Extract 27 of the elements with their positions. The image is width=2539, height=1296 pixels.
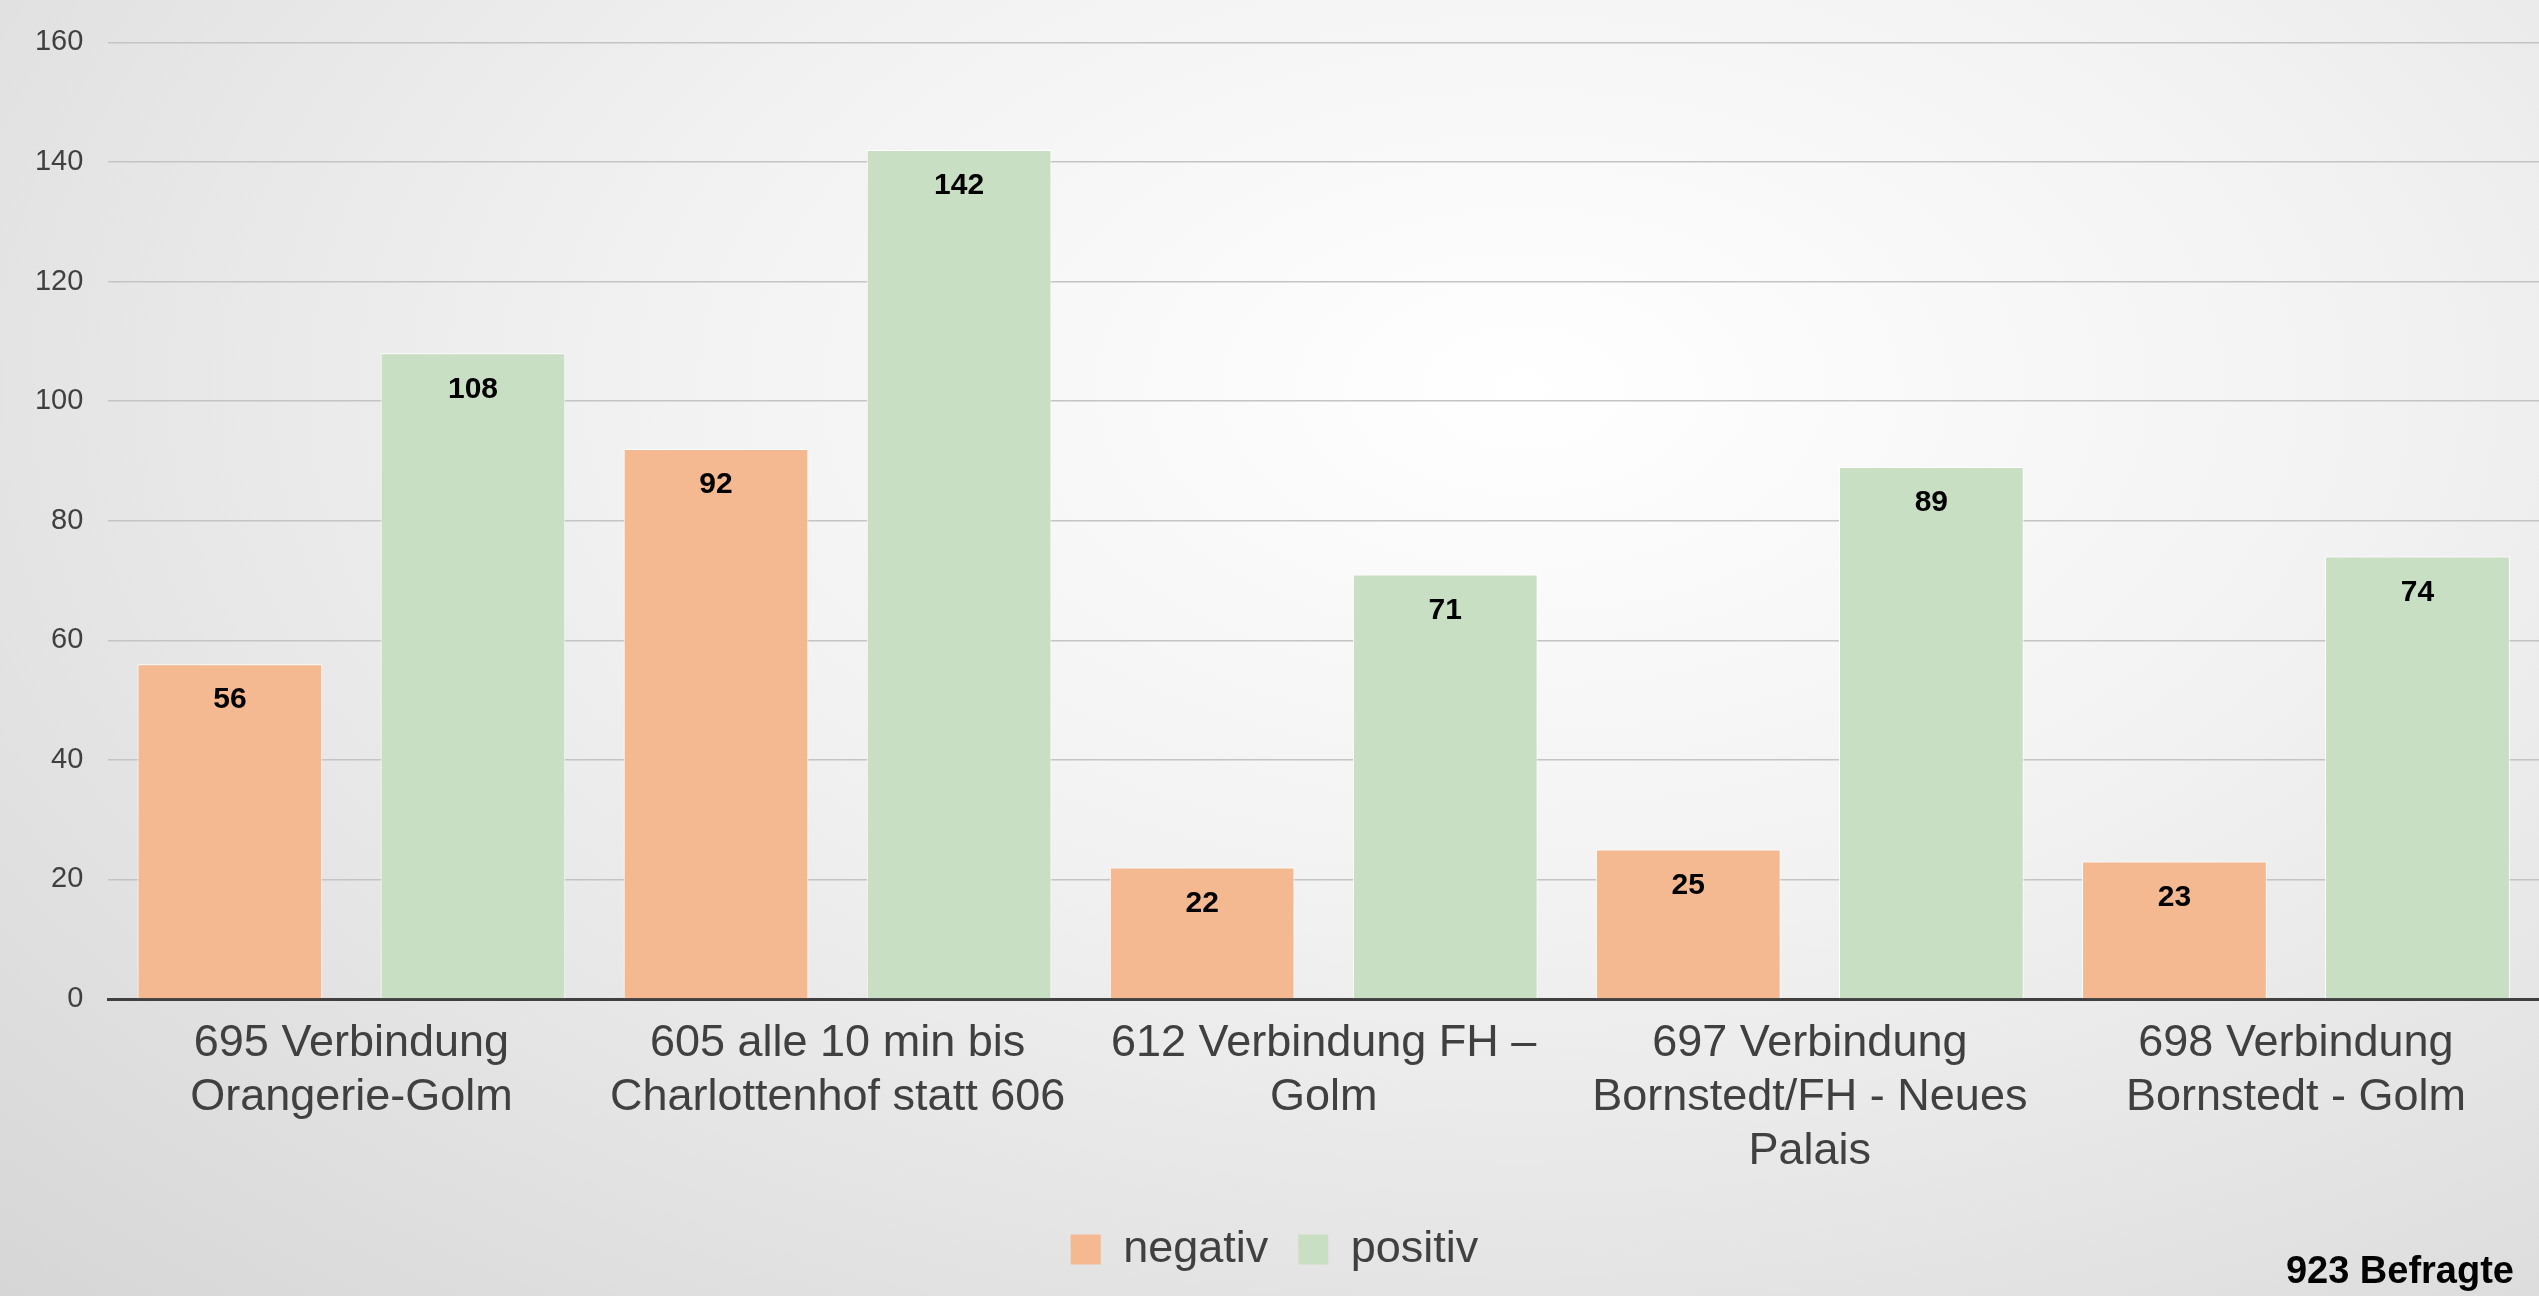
y-tick-label: 160 (34, 24, 84, 57)
y-tick-label: 140 (34, 143, 84, 176)
x-tick-label: 695 Verbindung Orangerie-Golm (190, 1015, 513, 1121)
text: 923 Befragte (2285, 1249, 2514, 1292)
y-tick-label: 20 (51, 861, 84, 894)
data-label: 25 (1671, 866, 1705, 900)
data-label: 71 (1428, 591, 1462, 625)
data-label: 92 (699, 466, 733, 500)
x-tick-label: 698 Verbindung Bornstedt - Golm (2125, 1015, 2466, 1121)
data-label: 108 (447, 370, 499, 404)
data-label: 22 (1185, 884, 1219, 918)
y-tick-label: 40 (51, 741, 84, 774)
legend-label: negativ (1123, 1220, 1269, 1272)
x-tick-label: 605 alle 10 min bis Charlottenhof statt 606 (609, 1015, 1066, 1121)
y-tick-label: 120 (34, 263, 84, 296)
y-tick-label: 0 (67, 981, 84, 1013)
data-label: 74 (2400, 573, 2435, 607)
legend-label: positiv (1350, 1220, 1479, 1272)
data-label: 56 (213, 681, 247, 715)
x-tick-label: 612 Verbindung FH – Golm (1111, 1015, 1537, 1121)
data-label: 142 (934, 167, 985, 201)
data-label: 23 (2157, 878, 2192, 912)
x-tick-label: 697 Verbindung Bornstedt/FH - Neues Palais (1592, 1015, 2028, 1175)
y-tick-label: 100 (34, 383, 84, 416)
y-tick-label: 80 (51, 502, 84, 535)
data-label: 89 (1914, 484, 1949, 518)
y-tick-label: 60 (51, 622, 84, 655)
